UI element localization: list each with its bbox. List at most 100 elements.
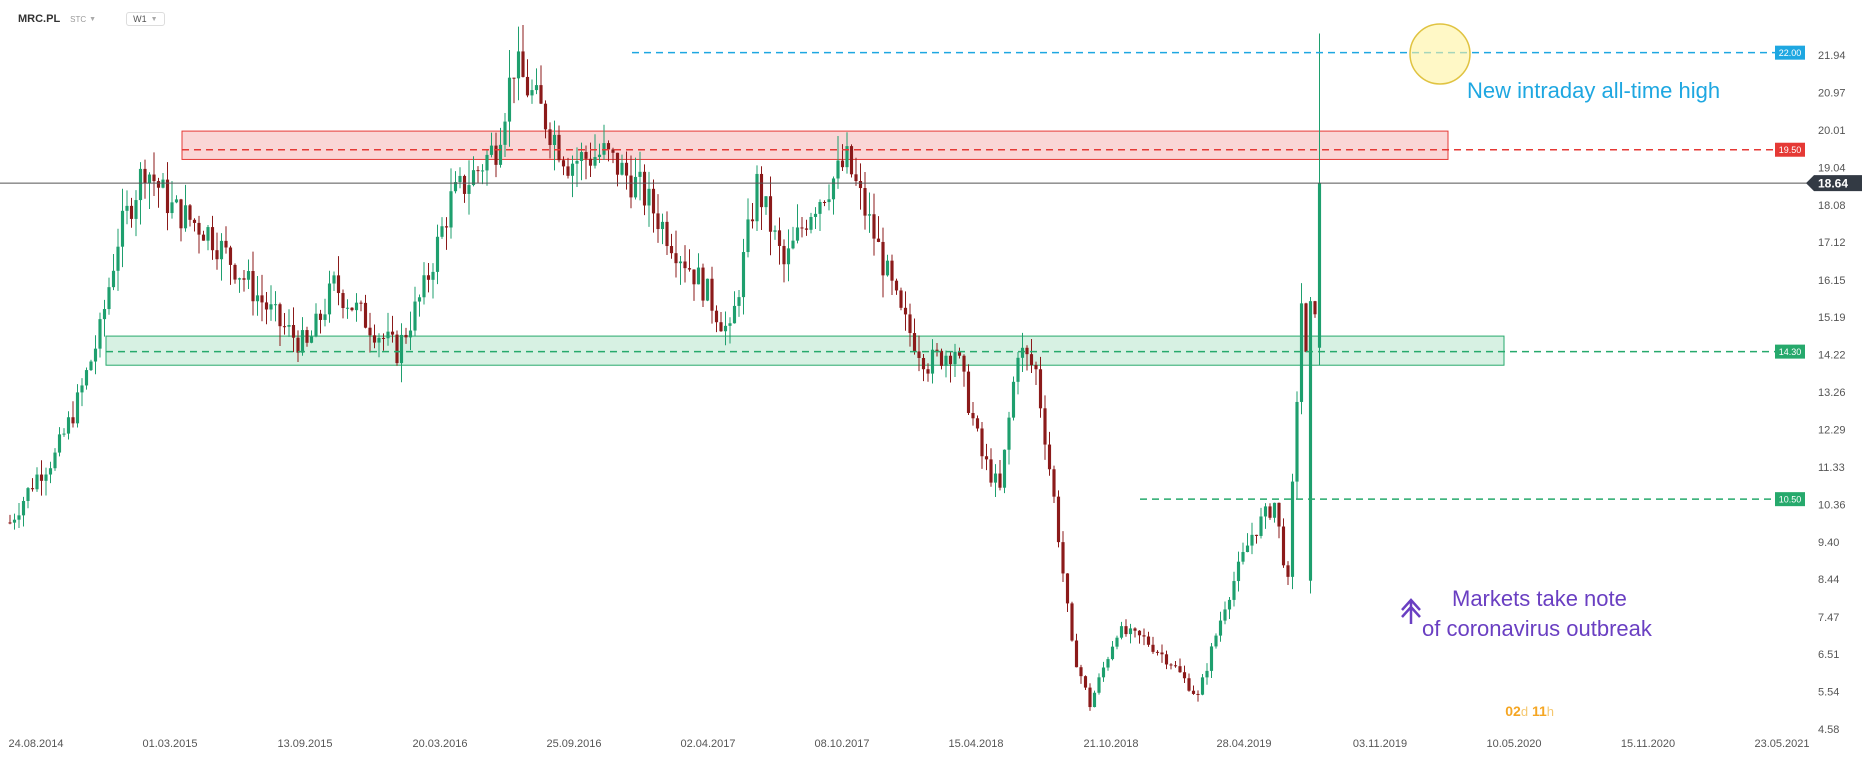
candle-body <box>993 473 998 483</box>
candle-body <box>215 250 219 260</box>
candle-body <box>804 228 809 230</box>
candle-body <box>1223 609 1227 621</box>
candle-body <box>1200 677 1205 695</box>
candle-body <box>1218 620 1223 636</box>
candle-body <box>381 337 386 339</box>
candle-body <box>1254 534 1259 536</box>
candle-body <box>836 160 840 179</box>
candle-body <box>620 162 624 175</box>
timer-hour-unit: h <box>1546 704 1554 719</box>
candle-body <box>260 295 264 303</box>
candle-body <box>305 330 309 343</box>
candle-body <box>1079 667 1083 677</box>
candle-body <box>1277 502 1281 527</box>
symbol-label[interactable]: MRC.PL <box>18 13 61 25</box>
candle-body <box>849 146 854 175</box>
y-tick-label: 11.33 <box>1818 462 1845 474</box>
candle-body <box>507 77 512 122</box>
candle-body <box>201 234 206 241</box>
candle-body <box>75 392 80 424</box>
y-tick-label: 9.40 <box>1818 537 1839 549</box>
candle-body <box>30 488 35 490</box>
candle-body <box>935 349 939 351</box>
candle-body <box>341 293 345 309</box>
candle-body <box>1173 665 1178 667</box>
candle-body <box>17 515 21 520</box>
candle-body <box>642 171 647 206</box>
candle-body <box>687 268 692 270</box>
candle-body <box>237 278 242 280</box>
candle-body <box>165 179 170 214</box>
candle-body <box>1227 599 1232 610</box>
candle-body <box>368 327 372 336</box>
x-tick-label: 03.11.2019 <box>1353 738 1407 750</box>
type-label: STC <box>70 14 87 24</box>
candle-body <box>768 196 773 232</box>
ath-highlight-circle <box>1409 23 1471 85</box>
candle-body <box>813 213 818 217</box>
candle-body <box>872 214 876 239</box>
candle-body <box>683 261 687 269</box>
candle-body <box>219 240 224 260</box>
candle-body <box>1142 635 1146 637</box>
candle-body <box>26 488 30 501</box>
candle-body <box>359 302 363 304</box>
type-dropdown[interactable]: STC ▼ <box>70 15 96 24</box>
candle-body <box>251 271 255 302</box>
ath-tag-label: 22.00 <box>1779 48 1802 58</box>
candle-body <box>233 264 237 280</box>
candle-body <box>800 227 804 229</box>
candle-body <box>741 252 746 298</box>
candle-body <box>462 175 467 194</box>
candle-body <box>1182 672 1187 679</box>
candle-body <box>1097 677 1101 693</box>
candle-body <box>1259 516 1263 536</box>
candle-body <box>705 278 710 301</box>
candle-body <box>674 253 678 264</box>
candle-body <box>44 474 48 481</box>
candle-body <box>854 174 858 182</box>
candle-body <box>183 205 188 229</box>
candle-body <box>242 278 246 280</box>
candle-body <box>890 260 894 281</box>
candle-body <box>93 348 98 362</box>
candle-body <box>728 323 732 326</box>
y-tick-label: 6.51 <box>1818 649 1839 661</box>
candle-body <box>300 330 305 353</box>
chevron-down-icon: ▼ <box>150 15 158 23</box>
timeframe-dropdown[interactable]: W1 ▼ <box>126 12 165 26</box>
candle-body <box>174 199 179 203</box>
candle-body <box>786 248 791 265</box>
candle-body <box>431 271 435 280</box>
candle-body <box>48 468 53 475</box>
candle-body <box>957 351 962 356</box>
candle-body <box>102 309 107 320</box>
x-tick-label: 23.05.2021 <box>1754 738 1809 750</box>
candle-body <box>539 85 543 104</box>
candle-body <box>323 314 327 320</box>
candle-body <box>1002 449 1007 488</box>
candle-body <box>764 196 768 208</box>
candle-body <box>440 226 444 237</box>
y-tick-label: 16.15 <box>1818 275 1846 287</box>
candle-body <box>273 304 278 306</box>
last-price-tag <box>1806 175 1862 192</box>
candle-body <box>633 176 638 198</box>
x-tick-label: 28.04.2019 <box>1216 738 1271 750</box>
candle-body <box>498 144 503 165</box>
candle-body <box>777 230 782 246</box>
candle-body <box>710 278 714 311</box>
candle-body <box>98 319 102 349</box>
candle-body <box>147 174 152 184</box>
candle-body <box>161 179 165 188</box>
candle-body <box>143 168 147 184</box>
candle-body <box>1119 626 1124 638</box>
candle-body <box>584 152 588 159</box>
candle-body <box>903 307 908 315</box>
candle-body <box>120 210 125 247</box>
candle-body <box>1101 667 1106 678</box>
candle-body <box>926 369 930 374</box>
candle-body <box>327 283 332 315</box>
